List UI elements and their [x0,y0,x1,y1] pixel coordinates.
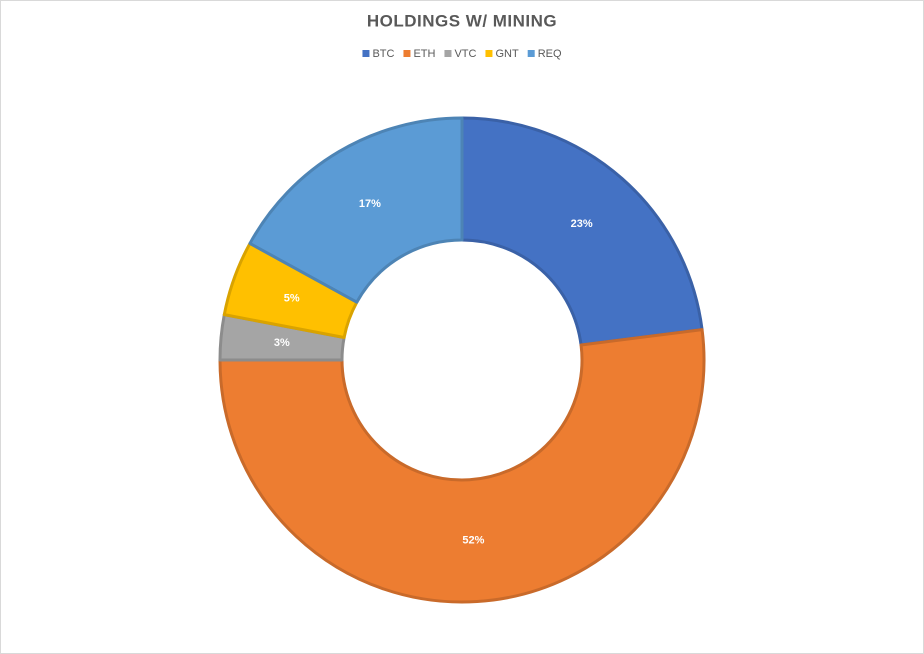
data-label: 23% [571,218,593,230]
legend-swatch [403,50,411,57]
legend-swatch [362,50,370,57]
chart-title: HOLDINGS W/ MINING [367,11,557,30]
legend-label: VTC [454,48,476,60]
data-label: 3% [274,337,290,349]
legend-swatch [527,50,535,57]
legend: BTC ETH VTC GNT REQ [362,48,562,60]
donut-segment [460,116,704,347]
legend-label: BTC [372,48,394,60]
legend-swatch [485,50,493,57]
legend-label: ETH [413,48,435,60]
data-label: 17% [359,198,381,210]
donut-segment [218,328,706,604]
legend-swatch [444,50,452,57]
data-label: 5% [284,293,300,305]
donut-segment [248,116,464,304]
data-label: 52% [462,535,484,547]
legend-label: GNT [495,48,519,60]
legend-label: REQ [538,48,562,60]
